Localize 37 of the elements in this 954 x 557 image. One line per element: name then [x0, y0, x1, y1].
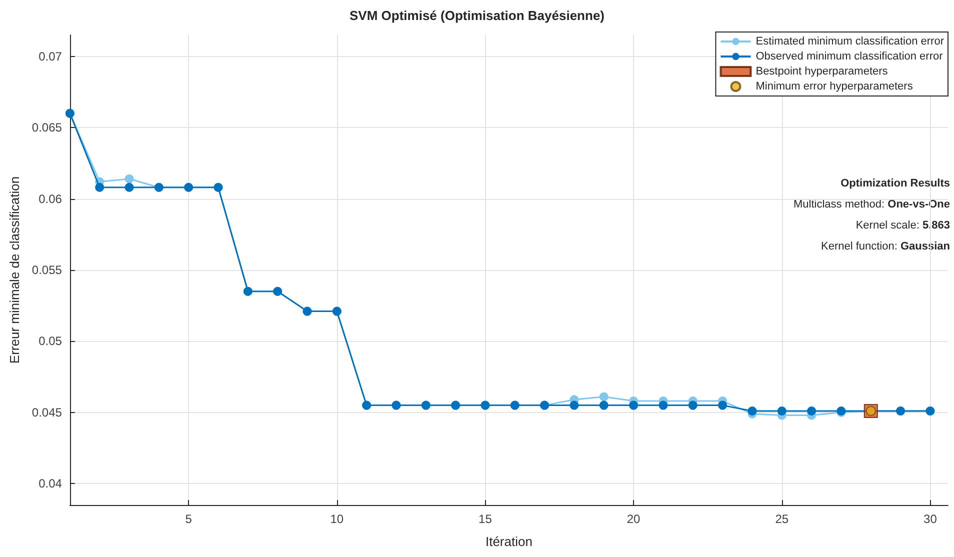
- y-tick-label: 0.05: [38, 334, 62, 348]
- chart-title: SVM Optimisé (Optimisation Bayésienne): [350, 8, 604, 23]
- legend-label: Observed minimum classification error: [756, 50, 944, 62]
- point: [658, 400, 668, 410]
- annotation: Optimization Results: [840, 178, 950, 190]
- point: [629, 400, 638, 410]
- y-tick-label: 0.07: [38, 49, 62, 64]
- annotation: Multiclass method: One-vs-One: [794, 198, 950, 210]
- point: [124, 182, 134, 192]
- x-tick-label: 5: [185, 512, 192, 526]
- legend-label: Bestpoint hyperparameters: [756, 66, 888, 78]
- annotation: Kernel scale: 5.863: [856, 220, 950, 232]
- y-tick-label: 0.04: [38, 476, 62, 491]
- x-tick-label: 10: [330, 512, 344, 526]
- point: [718, 400, 728, 410]
- legend-label: Minimum error hyperparameters: [756, 80, 914, 92]
- y-tick-label: 0.045: [32, 405, 62, 420]
- x-tick-label: 30: [924, 512, 938, 526]
- y-tick-label: 0.06: [38, 192, 62, 206]
- point: [777, 406, 786, 416]
- y-tick-label: 0.055: [32, 263, 62, 277]
- point: [599, 392, 608, 402]
- point: [748, 406, 757, 416]
- point: [570, 400, 579, 410]
- x-tick-label: 15: [478, 512, 492, 526]
- point: [124, 174, 134, 184]
- point: [688, 400, 698, 410]
- x-tick-label: 20: [626, 512, 641, 526]
- y-axis-title: Erreur minimale de classification: [7, 176, 22, 364]
- legend-label: Estimated minimum classification error: [756, 36, 944, 48]
- y-tick-label: 0.065: [32, 120, 62, 135]
- point: [807, 406, 816, 416]
- point: [599, 400, 608, 410]
- point: [95, 182, 104, 192]
- x-axis-title: Itération: [485, 534, 532, 549]
- x-tick-label: 25: [775, 512, 789, 526]
- annotation: Kernel function: Gaussian: [820, 240, 950, 252]
